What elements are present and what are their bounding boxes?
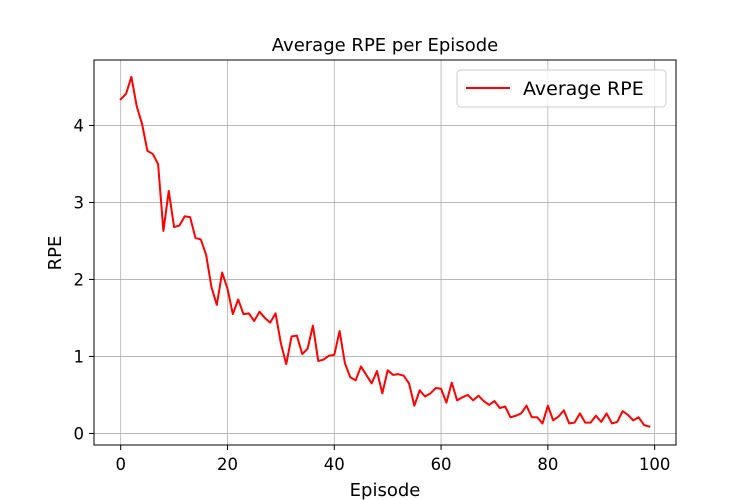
series-layer [119,75,651,428]
legend-box [456,69,667,108]
x-tick-label: 0 [115,455,126,474]
x-tick-label: 100 [639,455,671,474]
ticks: 0 20 40 60 80 100 0 1 2 3 4 [74,116,671,474]
series-line-average-rpe [119,75,651,428]
chart-title: Average RPE per Episode [272,35,498,56]
y-tick-label: 1 [74,347,85,366]
y-tick-label: 4 [74,116,85,135]
x-tick-label: 20 [217,455,238,474]
legend-label-average-rpe: Average RPE [523,78,644,100]
grid [94,60,676,445]
y-tick-label: 2 [74,270,85,289]
x-tick-label: 40 [324,455,345,474]
x-axis-title: Episode [350,480,421,500]
legend: Average RPE [456,69,667,108]
x-tick-label: 60 [431,455,452,474]
x-tick-label: 80 [537,455,558,474]
plot-frame [93,59,677,446]
y-axis-title: RPE [45,236,66,271]
y-tick-label: 3 [74,193,85,212]
y-tick-label: 0 [74,424,85,443]
